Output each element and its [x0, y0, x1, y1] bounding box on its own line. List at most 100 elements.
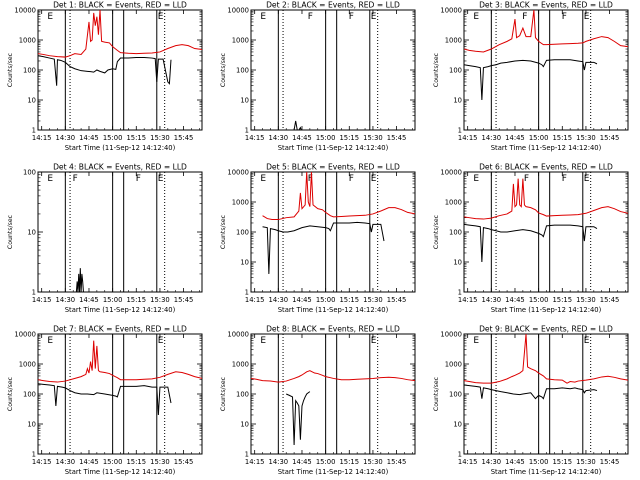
reference-lines	[64, 334, 166, 454]
flag-label: F	[73, 174, 78, 184]
lld-line	[38, 340, 202, 383]
series-group	[38, 340, 202, 415]
y-tick-label: 1	[458, 450, 462, 458]
series-group	[464, 334, 628, 400]
det-7-panel: Det 7: BLACK = Events, RED = LLD Counts/s…	[7, 325, 203, 476]
events-line	[38, 55, 172, 86]
y-tick-label: 100	[23, 168, 36, 176]
panel-title: Det 5: BLACK = Events, RED = LLD	[266, 163, 400, 172]
x-tick-label: 15:15	[552, 134, 572, 142]
lld-line	[262, 172, 415, 221]
x-tick-label: 14:15	[32, 134, 52, 142]
x-tick-label: 14:15	[32, 296, 52, 304]
plot-frame	[37, 171, 203, 293]
y-tick-label: 10	[27, 228, 36, 236]
flag-label: F	[308, 12, 313, 22]
x-tick-label: 14:15	[32, 458, 52, 466]
y-tick-label: 1	[245, 288, 249, 296]
x-tick-label: 15:00	[529, 296, 549, 304]
x-tick-label: 15:15	[339, 458, 359, 466]
x-tick-label: 14:45	[292, 458, 312, 466]
x-tick-label: 14:45	[79, 134, 99, 142]
x-tick-label: 14:30	[269, 458, 289, 466]
x-tick-label: 14:45	[505, 296, 525, 304]
det-8-panel: Det 8: BLACK = Events, RED = LLD Counts/s…	[220, 325, 416, 476]
flag-label: E	[473, 336, 479, 346]
x-tick-label: 15:15	[126, 296, 146, 304]
flag-label: E	[584, 12, 590, 22]
x-tick-label: 15:00	[316, 134, 336, 142]
reference-lines	[277, 334, 379, 454]
flag-label: F	[349, 174, 354, 184]
y-tick-label: 1000	[232, 36, 249, 44]
flag-label: F	[308, 174, 313, 184]
x-tick-label: 14:15	[458, 134, 478, 142]
x-tick-label: 14:15	[245, 458, 265, 466]
plot-frame	[250, 171, 416, 293]
x-tick-label: 15:00	[103, 458, 123, 466]
y-tick-label: 1000	[19, 36, 36, 44]
y-tick-label: 10	[240, 258, 249, 266]
events-line	[464, 223, 598, 263]
x-tick-label: 15:15	[339, 134, 359, 142]
y-tick-label: 100	[236, 228, 249, 236]
x-tick-label: 15:45	[600, 458, 620, 466]
y-tick-label: 10000	[440, 6, 462, 14]
x-axis-label: Start Time (11-Sep-12 14:12:40)	[491, 306, 602, 314]
y-tick-label: 10000	[440, 330, 462, 338]
x-tick-label: 15:45	[387, 134, 407, 142]
x-tick-label: 14:45	[79, 458, 99, 466]
x-tick-label: 15:30	[576, 296, 596, 304]
events-line	[262, 221, 385, 274]
x-axis-label: Start Time (11-Sep-12 14:12:40)	[278, 468, 389, 476]
events-line	[293, 120, 302, 130]
panel-title: Det 8: BLACK = Events, RED = LLD	[266, 325, 400, 334]
x-tick-label: 15:30	[576, 134, 596, 142]
series-group	[464, 178, 628, 263]
x-tick-label: 14:30	[269, 296, 289, 304]
y-axis-label: Counts/sec	[433, 52, 440, 87]
x-tick-label: 14:45	[79, 296, 99, 304]
flag-label: E	[260, 174, 266, 184]
x-axis-label: Start Time (11-Sep-12 14:12:40)	[65, 468, 176, 476]
panel-title: Det 1: BLACK = Events, RED = LLD	[53, 1, 187, 10]
plot-frame	[250, 9, 416, 131]
y-axis-label: Counts/sec	[220, 376, 227, 411]
events-line	[464, 384, 598, 400]
x-tick-label: 14:15	[458, 296, 478, 304]
x-tick-label: 15:00	[103, 134, 123, 142]
y-tick-label: 10000	[227, 168, 249, 176]
x-axis-label: Start Time (11-Sep-12 14:12:40)	[278, 144, 389, 152]
x-tick-label: 15:30	[150, 134, 170, 142]
x-axis-label: Start Time (11-Sep-12 14:12:40)	[65, 306, 176, 314]
y-tick-label: 10000	[227, 330, 249, 338]
x-tick-label: 14:45	[292, 296, 312, 304]
x-axis-label: Start Time (11-Sep-12 14:12:40)	[65, 144, 176, 152]
x-tick-label: 15:30	[363, 458, 383, 466]
series-group	[38, 10, 202, 86]
x-tick-label: 15:45	[174, 458, 194, 466]
flag-label: E	[584, 174, 590, 184]
reference-lines	[64, 10, 166, 130]
flag-label: F	[136, 174, 141, 184]
y-axis-label: Counts/sec	[7, 376, 14, 411]
lld-line	[251, 370, 415, 383]
lld-line	[38, 10, 202, 58]
y-axis-label: Counts/sec	[433, 376, 440, 411]
y-tick-label: 100	[236, 390, 249, 398]
x-tick-label: 15:30	[363, 134, 383, 142]
flag-label: E	[47, 336, 53, 346]
y-tick-label: 10	[453, 96, 462, 104]
reference-lines	[490, 172, 592, 292]
panel-title: Det 9: BLACK = Events, RED = LLD	[479, 325, 613, 334]
y-tick-label: 1	[32, 126, 36, 134]
x-tick-label: 14:30	[56, 134, 76, 142]
x-tick-label: 15:45	[600, 296, 620, 304]
y-tick-label: 1000	[445, 198, 462, 206]
y-tick-label: 10	[240, 420, 249, 428]
lld-line	[464, 10, 628, 53]
x-tick-label: 14:30	[269, 134, 289, 142]
y-axis-label: Counts/sec	[220, 52, 227, 87]
y-tick-label: 10000	[440, 168, 462, 176]
